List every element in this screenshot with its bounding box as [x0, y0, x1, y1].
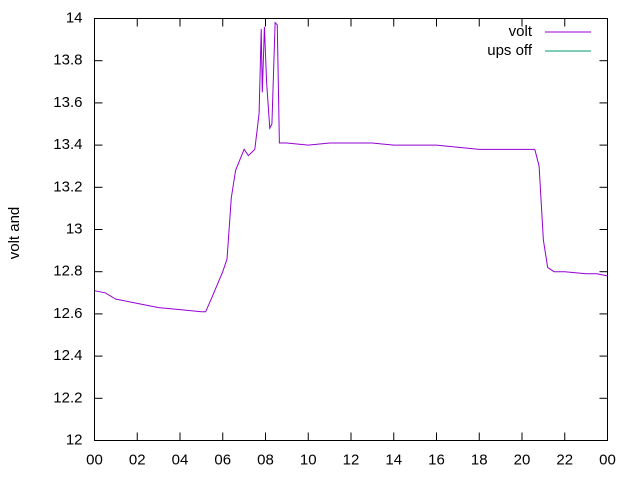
y-tick-label: 13.4 [53, 136, 82, 153]
y-axis-label: volt and [6, 207, 23, 260]
x-tick-label: 08 [257, 451, 274, 468]
y-tick-label: 14 [66, 9, 83, 26]
x-tick-label: 02 [129, 451, 146, 468]
y-tick-label: 12.8 [53, 263, 82, 280]
x-tick-label: 06 [214, 451, 231, 468]
x-tick-label: 18 [471, 451, 488, 468]
y-tick-label: 13 [66, 220, 83, 237]
y-tick-label: 13.2 [53, 178, 82, 195]
y-tick-label: 12.2 [53, 389, 82, 406]
x-tick-label: 10 [300, 451, 317, 468]
x-tick-label: 00 [86, 451, 103, 468]
y-tick-label: 12 [66, 431, 83, 448]
legend-label: ups off [487, 42, 533, 59]
plot-frame [94, 18, 608, 441]
legend-label: volt [509, 23, 533, 40]
x-tick-label: 12 [343, 451, 360, 468]
x-tick-label: 16 [428, 451, 445, 468]
x-tick-label: 20 [514, 451, 531, 468]
x-tick-label: 22 [556, 451, 573, 468]
y-tick-label: 12.4 [53, 347, 82, 364]
y-tick-label: 13.8 [53, 52, 82, 69]
series-line [94, 21, 608, 313]
x-tick-label: 00 [599, 451, 616, 468]
x-tick-label: 14 [385, 451, 402, 468]
y-tick-label: 13.6 [53, 94, 82, 111]
x-tick-label: 04 [172, 451, 189, 468]
y-tick-label: 12.6 [53, 305, 82, 322]
